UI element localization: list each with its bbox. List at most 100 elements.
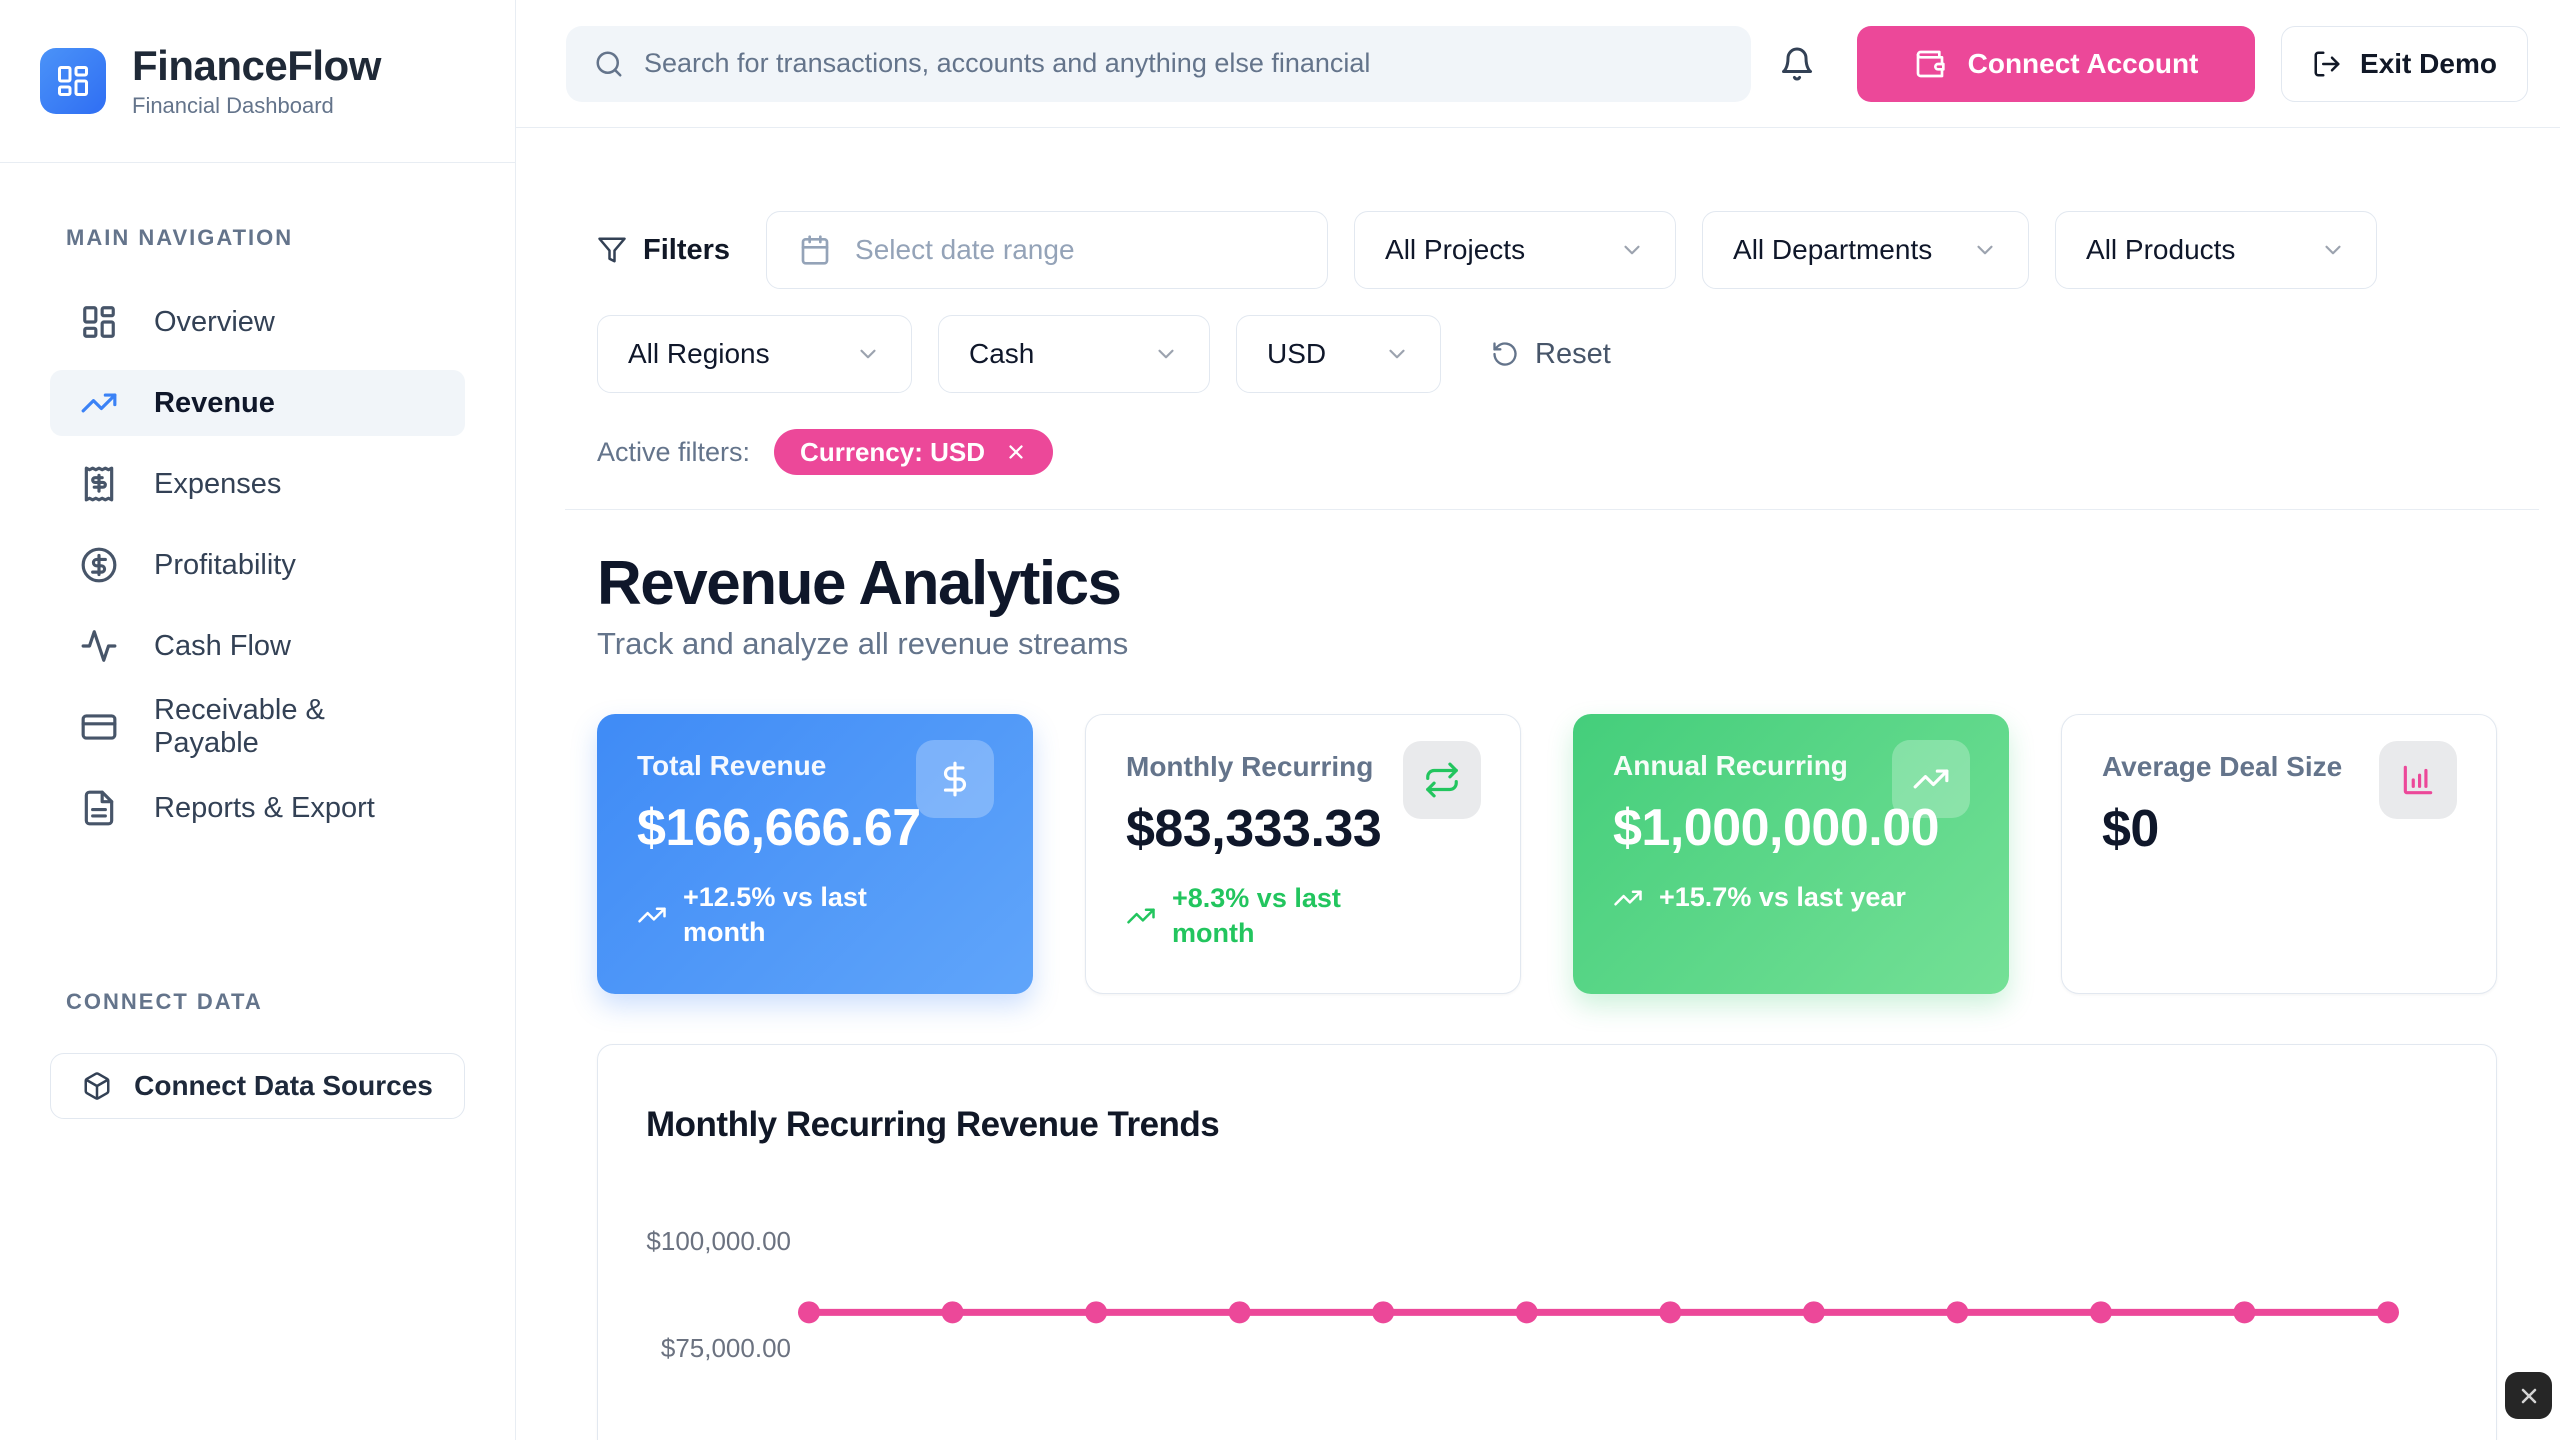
- sidebar-item-label: Expenses: [154, 467, 282, 500]
- y-axis-tick: $75,000.00: [660, 1333, 791, 1364]
- chevron-down-icon: [1389, 349, 1405, 359]
- chevron-down-icon: [1158, 349, 1174, 359]
- app-title: FinanceFlow: [132, 41, 381, 89]
- filters-header: Filters: [597, 234, 730, 267]
- sidebar-item-profitability[interactable]: Profitability: [50, 532, 465, 598]
- trend-indicator: +12.5% vs last month: [637, 880, 993, 950]
- brand: FinanceFlow Financial Dashboard: [0, 0, 515, 163]
- sidebar: FinanceFlow Financial Dashboard MAIN NAV…: [0, 0, 516, 1440]
- chevron-down-icon: [1977, 245, 1993, 255]
- sidebar-item-reports-export[interactable]: Reports & Export: [50, 775, 465, 841]
- sidebar-item-expenses[interactable]: Expenses: [50, 451, 465, 517]
- sidebar-item-cash-flow[interactable]: Cash Flow: [50, 613, 465, 679]
- wallet-icon: [1916, 50, 1945, 77]
- dropdown-all-projects[interactable]: All Projects: [1354, 211, 1677, 289]
- trend-indicator: +15.7% vs last year: [1613, 880, 1969, 915]
- app-logo-icon: [40, 48, 106, 114]
- chart-data-point[interactable]: [1946, 1301, 1969, 1324]
- connect-data-sources-label: Connect Data Sources: [134, 1070, 433, 1101]
- dropdown-all-regions[interactable]: All Regions: [597, 315, 912, 393]
- dollar-circle-icon: [81, 547, 117, 583]
- search-icon: [596, 51, 622, 76]
- date-range-placeholder: Select date range: [855, 234, 1075, 265]
- search-field[interactable]: [644, 48, 1723, 79]
- chart-data-point[interactable]: [2377, 1301, 2399, 1324]
- sidebar-item-label: Profitability: [154, 548, 296, 581]
- y-axis-tick: $100,000.00: [646, 1226, 791, 1257]
- sidebar-item-revenue[interactable]: Revenue: [50, 370, 465, 436]
- page-title: Revenue Analytics: [597, 549, 1122, 618]
- chart-data-point[interactable]: [2089, 1301, 2112, 1324]
- trending-up-icon: [1127, 908, 1155, 924]
- chevron-down-icon: [1624, 245, 1640, 255]
- stat-card-annual-recurring: Annual Recurring $1,000,000.00 +15.7% vs…: [1573, 714, 2009, 995]
- repeat-icon: [1403, 741, 1481, 820]
- chart-title: Monthly Recurring Revenue Trends: [646, 1105, 1220, 1145]
- topbar: Connect Account Exit Demo: [516, 0, 2560, 128]
- mrr-trends-chart-card: Monthly Recurring Revenue Trends $100,00…: [597, 1044, 2497, 1440]
- stat-card-total-revenue: Total Revenue $166,666.67 +12.5% vs last…: [597, 714, 1033, 995]
- exit-demo-button[interactable]: Exit Demo: [2281, 25, 2528, 102]
- rotate-ccw-icon: [1493, 342, 1517, 366]
- section-divider: [565, 509, 2539, 510]
- credit-card-icon: [81, 714, 117, 740]
- filters-label: Filters: [643, 233, 731, 266]
- dropdown-all-products[interactable]: All Products: [2055, 211, 2378, 289]
- connect-account-button[interactable]: Connect Account: [1857, 25, 2255, 102]
- trending-up-icon: [638, 907, 666, 923]
- connect-data-sources-button[interactable]: Connect Data Sources: [50, 1053, 465, 1119]
- nav-section-label: MAIN NAVIGATION: [66, 225, 294, 250]
- chart-data-point[interactable]: [1228, 1301, 1251, 1324]
- notifications-button[interactable]: [1771, 38, 1823, 90]
- receipt-icon: [84, 466, 114, 502]
- chart-data-point[interactable]: [1515, 1301, 1538, 1324]
- sidebar-item-receivable-payable[interactable]: Receivable & Payable: [50, 694, 465, 760]
- exit-demo-label: Exit Demo: [2360, 47, 2497, 79]
- sidebar-item-label: Overview: [154, 305, 275, 338]
- mrr-line-chart[interactable]: [598, 1045, 2498, 1440]
- calendar-icon: [801, 235, 829, 265]
- cube-icon: [84, 1072, 110, 1100]
- stat-card-average-deal-size: Average Deal Size $0: [2061, 714, 2497, 995]
- chevron-down-icon: [2325, 245, 2341, 255]
- chart-data-point[interactable]: [1659, 1301, 1682, 1324]
- dropdown-usd[interactable]: USD: [1236, 315, 1441, 393]
- dropdown-cash[interactable]: Cash: [938, 315, 1210, 393]
- chart-data-point[interactable]: [1085, 1301, 1108, 1324]
- connect-data-section-label: CONNECT DATA: [66, 989, 263, 1014]
- sidebar-item-label: Revenue: [154, 386, 275, 419]
- stat-cards: Total Revenue $166,666.67 +12.5% vs last…: [597, 714, 2497, 995]
- dollar-icon: [916, 740, 994, 819]
- chart-data-point[interactable]: [798, 1301, 820, 1324]
- chart-data-point[interactable]: [941, 1301, 964, 1324]
- dropdown-all-departments[interactable]: All Departments: [1702, 211, 2030, 289]
- chart-data-point[interactable]: [2233, 1301, 2256, 1324]
- filters-row-1: Filters Select date range All Projects A…: [597, 211, 2533, 289]
- stat-card-monthly-recurring: Monthly Recurring $83,333.33 +8.3% vs la…: [1085, 714, 1521, 995]
- chart-data-point[interactable]: [1372, 1301, 1395, 1324]
- bell-icon: [1782, 47, 1812, 80]
- sidebar-item-overview[interactable]: Overview: [50, 289, 465, 355]
- date-range-input[interactable]: Select date range: [766, 211, 1329, 289]
- trending-up-icon: [1892, 740, 1970, 819]
- main-content: Filters Select date range All Projects A…: [516, 128, 2560, 1440]
- bar-chart-icon: [2379, 741, 2457, 820]
- filter-icon: [598, 237, 626, 263]
- activity-icon: [81, 630, 117, 662]
- trending-up-icon: [1614, 890, 1642, 906]
- page-subtitle: Track and analyze all revenue streams: [597, 626, 1129, 662]
- reset-filters-button[interactable]: Reset: [1491, 338, 1611, 371]
- trend-indicator: +8.3% vs last month: [1126, 881, 1480, 951]
- sidebar-item-label: Reports & Export: [154, 791, 375, 824]
- close-icon: [2521, 1388, 2536, 1403]
- logout-icon: [2314, 51, 2340, 76]
- app-subtitle: Financial Dashboard: [132, 93, 334, 119]
- remove-filter-icon: [1009, 445, 1023, 459]
- sidebar-item-label: Receivable & Payable: [154, 694, 325, 759]
- active-filters-label: Active filters:: [597, 436, 751, 467]
- close-overlay-button[interactable]: [2505, 1372, 2552, 1419]
- active-filter-chip-currency[interactable]: Currency: USD: [774, 429, 1053, 475]
- main-navigation: Overview Revenue Expenses Profitability …: [0, 289, 515, 841]
- search-input[interactable]: [566, 25, 1751, 102]
- chart-data-point[interactable]: [1802, 1301, 1825, 1324]
